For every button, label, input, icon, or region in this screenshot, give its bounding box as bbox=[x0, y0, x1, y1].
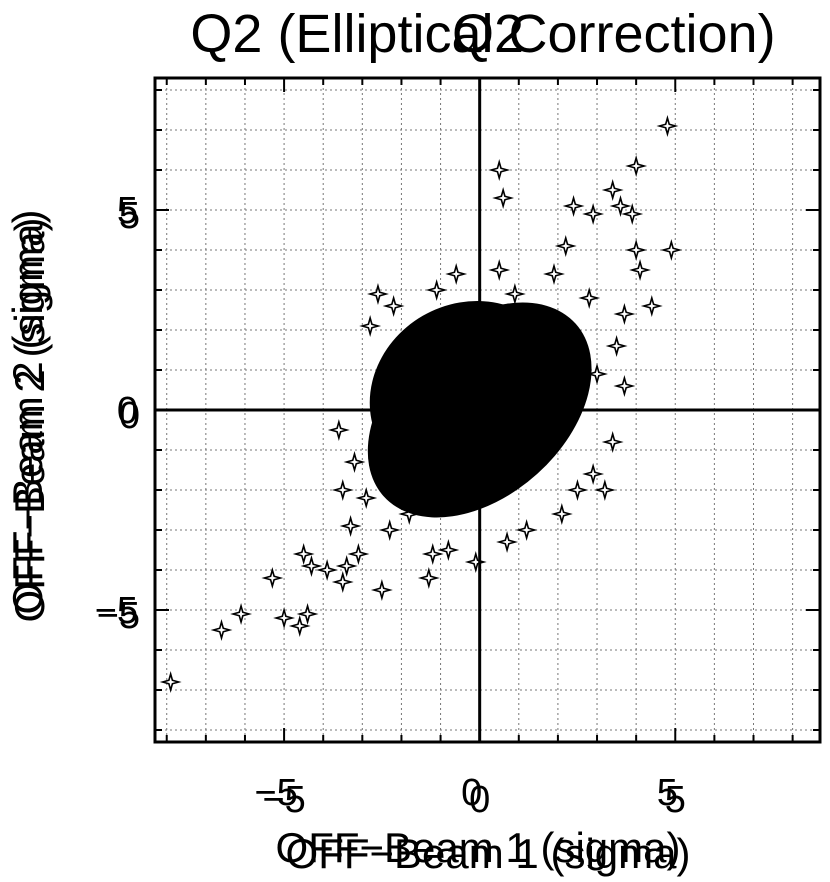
data-point bbox=[343, 451, 366, 473]
y-tick-label: −5 bbox=[97, 595, 140, 637]
data-point bbox=[660, 239, 683, 261]
data-point bbox=[327, 419, 350, 441]
data-point bbox=[339, 515, 362, 537]
data-point bbox=[582, 463, 605, 485]
data-point bbox=[625, 155, 648, 177]
points-layer bbox=[159, 115, 683, 693]
data-point bbox=[316, 559, 339, 581]
data-point bbox=[425, 279, 448, 301]
y-tick-label: 5 bbox=[119, 195, 140, 237]
chart-title-overlay: Q2 bbox=[452, 4, 524, 64]
minor-ticks bbox=[155, 78, 820, 742]
x-tick-label: 0 bbox=[461, 772, 482, 814]
data-point bbox=[550, 503, 573, 525]
chart-title: Q2 (Elliptical Correction) bbox=[190, 4, 775, 64]
data-point bbox=[562, 195, 585, 217]
data-point bbox=[582, 203, 605, 225]
y-tick-label: 0 bbox=[117, 390, 138, 432]
data-point bbox=[656, 115, 679, 137]
y-axis-label-shadow: OFF−Beam 2 (sigma) bbox=[4, 210, 51, 615]
data-point bbox=[621, 203, 644, 225]
data-point bbox=[488, 159, 511, 181]
data-point bbox=[370, 579, 393, 601]
data-point bbox=[503, 283, 526, 305]
x-tick-labels: −5−5 00 55 bbox=[254, 772, 685, 821]
data-point bbox=[292, 543, 315, 565]
data-point bbox=[331, 479, 354, 501]
data-point bbox=[382, 295, 405, 317]
data-point bbox=[613, 303, 636, 325]
x-tick-label: −5 bbox=[254, 772, 297, 814]
data-point bbox=[613, 375, 636, 397]
data-point bbox=[629, 259, 652, 281]
data-point bbox=[464, 551, 487, 573]
data-point bbox=[273, 607, 296, 629]
data-point bbox=[554, 235, 577, 257]
y-tick-label: 0 bbox=[119, 395, 140, 437]
x-tick-label: 5 bbox=[657, 772, 678, 814]
data-point bbox=[496, 531, 519, 553]
data-point bbox=[445, 263, 468, 285]
data-point bbox=[159, 671, 182, 693]
data-point bbox=[378, 519, 401, 541]
data-point bbox=[347, 543, 370, 565]
data-point bbox=[296, 603, 319, 625]
y-axis-label: OFF−Beam 2 (sigma) bbox=[6, 218, 53, 623]
data-point bbox=[492, 187, 515, 209]
data-point bbox=[335, 555, 358, 577]
x-tick-label: 5 bbox=[665, 779, 686, 821]
data-point bbox=[230, 603, 253, 625]
data-point bbox=[605, 335, 628, 357]
data-point bbox=[359, 315, 382, 337]
data-point bbox=[488, 259, 511, 281]
data-point bbox=[609, 195, 632, 217]
data-point bbox=[601, 179, 624, 201]
data-point bbox=[300, 555, 323, 577]
x-tick-label: −5 bbox=[262, 779, 305, 821]
data-point bbox=[515, 519, 538, 541]
data-point bbox=[543, 263, 565, 285]
data-point bbox=[367, 283, 389, 305]
y-tick-labels: −5−5 00 55 bbox=[95, 190, 140, 637]
data-point bbox=[601, 431, 624, 453]
data-point bbox=[578, 287, 601, 309]
data-point bbox=[421, 543, 444, 565]
data-point bbox=[331, 571, 354, 593]
x-axis-label-shadow: OFF−Beam 1 (sigma) bbox=[286, 830, 691, 877]
data-point bbox=[640, 295, 663, 317]
y-tick-label: −5 bbox=[95, 590, 138, 632]
data-point bbox=[593, 479, 616, 501]
data-point bbox=[625, 239, 648, 261]
y-tick-label: 5 bbox=[117, 190, 138, 232]
data-point bbox=[437, 539, 460, 561]
data-point bbox=[288, 615, 311, 637]
data-point bbox=[566, 479, 589, 501]
data-point bbox=[261, 567, 284, 589]
data-point bbox=[417, 567, 440, 589]
x-axis-label: OFF−Beam 1 (sigma) bbox=[276, 824, 681, 871]
zero-lines bbox=[155, 78, 820, 742]
data-point bbox=[210, 619, 233, 641]
data-point bbox=[355, 487, 378, 509]
dense-cloud-core bbox=[369, 300, 567, 488]
x-tick-label: 0 bbox=[469, 779, 490, 821]
data-point bbox=[586, 363, 608, 385]
